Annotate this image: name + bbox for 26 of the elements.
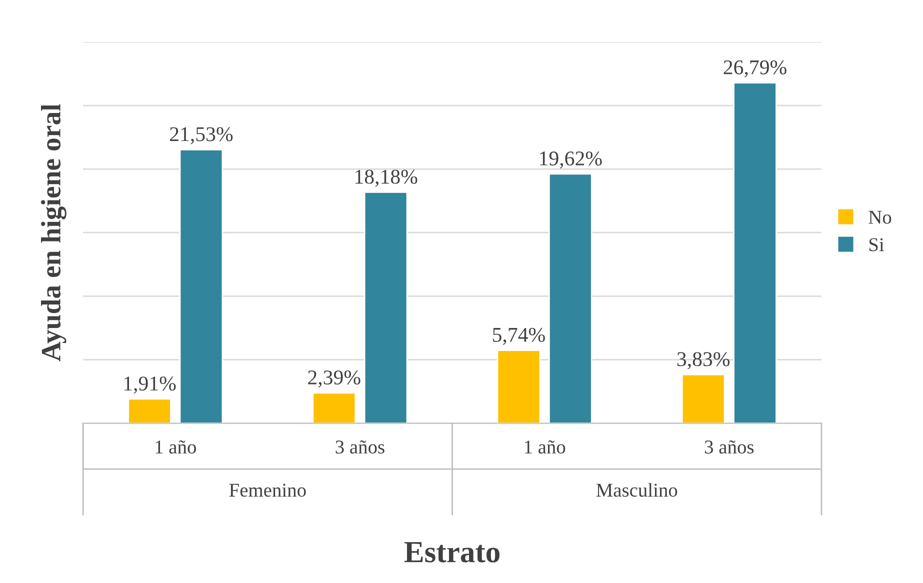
- data-label: 26,79%: [724, 60, 786, 78]
- data-label: 21,53%: [170, 127, 233, 144]
- bar: [681, 374, 726, 424]
- text: Femenino: [229, 484, 306, 497]
- x-tick-label: 3 años: [336, 440, 384, 454]
- data-label: 5,74%: [493, 328, 545, 345]
- legend-label: Si: [869, 238, 884, 252]
- data-label: 2,39%: [308, 370, 360, 388]
- data-label: 18,18%: [356, 170, 418, 187]
- text: Masculino: [596, 483, 678, 497]
- x-tick-label: 1 año: [524, 440, 566, 454]
- bar: [179, 148, 224, 424]
- bar: [496, 350, 541, 424]
- bar: [312, 392, 356, 424]
- data-label: 3,83%: [677, 352, 730, 370]
- data-label: 1,91%: [124, 376, 176, 394]
- y-axis-title: Ayuda en higiene oral: [40, 104, 66, 362]
- bar: [128, 398, 172, 424]
- legend-label: No: [868, 210, 892, 224]
- x-tick-label: 3 años: [704, 440, 754, 454]
- data-label: 19,62%: [540, 151, 602, 168]
- x-tick-label: 1 año: [156, 440, 196, 454]
- x-axis-title: Estrato: [404, 542, 500, 562]
- bar: [548, 173, 592, 424]
- bar: [364, 192, 408, 424]
- bar: [733, 82, 777, 424]
